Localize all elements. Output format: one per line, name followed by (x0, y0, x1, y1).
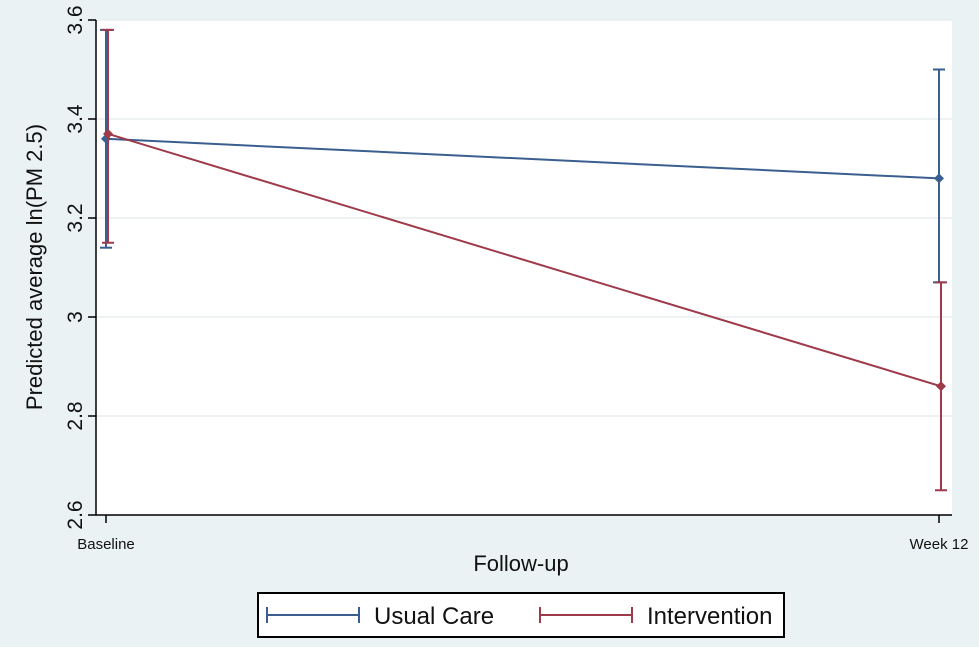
y-axis-label: Predicted average ln(PM 2.5) (22, 124, 47, 410)
ticks: 2.6 2.8 3 3.2 3.4 3.6 Baseline Week 12 (64, 5, 968, 553)
y-tick-label: 2.8 (64, 401, 87, 430)
y-tick-label: 3 (64, 311, 87, 323)
series-line-intervention (107, 132, 942, 388)
data-point-usual-care (934, 173, 944, 184)
legend-label-usual-care: Usual Care (374, 603, 494, 630)
legend-label-intervention: Intervention (647, 603, 772, 630)
series-line-usual-care (105, 137, 940, 180)
plot-area (96, 20, 952, 515)
data-point-intervention (936, 381, 946, 392)
series (100, 28, 947, 492)
x-axis-label: Follow-up (473, 551, 568, 576)
legend: Usual Care Intervention (257, 592, 785, 638)
y-tick-label: 3.4 (64, 104, 87, 134)
axes (95, 20, 952, 516)
data-point-intervention (103, 128, 113, 139)
x-tick-label: Week 12 (910, 536, 969, 553)
y-tick-label: 2.6 (64, 500, 87, 529)
x-tick-label: Baseline (77, 536, 135, 553)
gridlines (96, 19, 952, 417)
y-tick-label: 3.6 (64, 5, 87, 34)
series-intervention (102, 28, 947, 492)
y-tick-label: 3.2 (64, 203, 87, 232)
